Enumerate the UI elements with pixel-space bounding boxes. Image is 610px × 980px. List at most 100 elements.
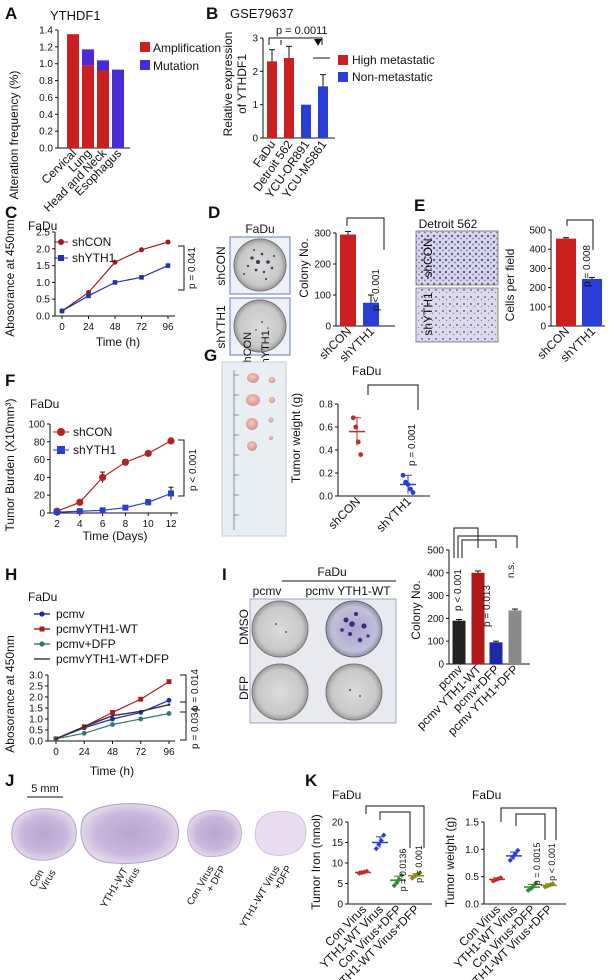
panel-f-point [54, 509, 60, 516]
panel-b: GSE79637 Relative expression of YTHDF1 0… [221, 6, 435, 201]
panel-h-y-tick-label: 2.5 [29, 682, 43, 693]
panel-k2-y-tick-label: 0.5 [465, 872, 479, 883]
panel-h-y-tick-label: 1.0 [29, 715, 43, 726]
panel-k2-point [507, 857, 513, 863]
panel-d-title: FaDu [245, 222, 274, 236]
panel-c-point [112, 259, 118, 265]
panel-c-axes: 0.0 0.5 1.0 1.5 2.0 2.5 0 24 48 72 96 [36, 228, 175, 333]
panel-c-p-value: p = 0.041 [187, 247, 198, 289]
tissue-section-yth1-virus [80, 803, 180, 864]
panel-i-p-value-3: n.s. [506, 562, 517, 578]
panel-label-g: G [204, 346, 217, 365]
panel-i-p-value-2: p = 0.013 [482, 585, 493, 627]
panel-k1-p-value-2: p < 0.001 [414, 845, 424, 883]
panel-k1-bracket-1 [365, 805, 425, 848]
panel-a-y-tick-label: 0.2 [39, 127, 53, 138]
panel-f-point [99, 507, 106, 514]
panel-k1-y-tick-label: 15 [332, 838, 344, 849]
panel-c-bracket [178, 245, 185, 291]
colony-dish-shyth1 [233, 299, 287, 353]
panel-g-point [358, 452, 364, 457]
panel-f-point [99, 473, 107, 481]
panel-k2-y-tick-label: 0.0 [465, 900, 479, 911]
panel-h-y-tick-label: 0.0 [29, 737, 43, 748]
legend-amplification: Amplification [153, 41, 221, 55]
panel-label-j: J [5, 771, 14, 790]
panel-h-point [167, 703, 171, 706]
panel-k1-title: FaDu [332, 788, 361, 802]
panel-i-bar [508, 610, 522, 664]
panel-d-y-tick-label: 200 [314, 260, 331, 271]
bar-amplification [82, 65, 94, 148]
panel-e-y-tick-label: 200 [529, 283, 546, 294]
panel-f-x-tick-label: 4 [77, 519, 83, 530]
panel-i-row-dmso: DMSO [237, 609, 251, 645]
panel-i-bar [489, 642, 503, 664]
panel-g-point [355, 439, 361, 445]
panel-f-x-tick-label: 2 [54, 519, 60, 530]
panel-e-row-label-shcon: shCON [421, 238, 435, 277]
panel-i-ylabel: Colony No. [409, 580, 423, 639]
panel-e-bars [556, 237, 602, 326]
panel-k2-bracket-2 [515, 813, 546, 840]
panel-h-y-tick-label: 3.0 [29, 671, 43, 682]
panel-f-point [121, 458, 129, 466]
panel-h-point [138, 696, 144, 702]
panel-a-bars [67, 34, 124, 148]
panel-g-col-shyth1: shYTH1 [260, 330, 272, 370]
panel-f-y-tick-label: 80 [34, 437, 46, 448]
panel-j-label: YTH1-WT Virus [238, 864, 282, 930]
panel-label-d: D [208, 203, 220, 222]
panel-i-p-value-1: p < 0.001 [453, 569, 464, 611]
panel-k2-p-value-1: p = 0.0015 [532, 843, 542, 886]
panel-i-col-pcmv-yth1: pcmv YTH1-WT [305, 584, 391, 598]
panel-c-y-tick-label: 2.0 [36, 244, 50, 255]
invasion-image-shyth1 [415, 287, 499, 343]
panel-c-x-tick-label: 96 [162, 322, 174, 333]
panel-h-legend-marker [39, 611, 45, 617]
panel-h-y-tick-label: 2.0 [29, 693, 43, 704]
panel-h-point [81, 730, 87, 736]
panel-k2-point [545, 883, 551, 889]
panel-i-bar [471, 572, 485, 664]
bar-ycu-ms861 [318, 86, 328, 138]
panel-h-legend-marker [39, 641, 45, 647]
panel-g-y-tick-label: 0.0 [319, 492, 333, 503]
panel-h-p-value-2: p = 0.034 [190, 707, 201, 749]
panel-k2-ylabel: Tumor weight (g) [443, 817, 457, 907]
panel-f-lines [53, 437, 175, 516]
panel-f-p-value: p < 0.001 [188, 449, 199, 491]
panel-a-y-tick-label: 0.8 [39, 76, 53, 87]
panel-f-x-tick-label: 6 [100, 519, 106, 530]
panel-d-bar [363, 302, 379, 326]
panel-g-category-label: shYTH1 [374, 494, 415, 535]
panel-c-point [86, 293, 91, 299]
bar-mutation [112, 69, 124, 148]
panel-g-title: FaDu [352, 364, 381, 378]
panel-k1-y-tick-label: 0 [337, 900, 343, 911]
bar-mutation [82, 49, 94, 66]
colony-dish-yth1-dmso [325, 600, 383, 658]
panel-f-point [76, 508, 83, 515]
panel-label-b: B [206, 4, 218, 23]
panel-c-lines [59, 239, 171, 314]
tissue-section-con-virus-dfp [187, 810, 242, 857]
panel-b-p-value: p = 0.0011 [276, 25, 327, 37]
panel-i-y-tick-label: 500 [427, 546, 444, 557]
panel-c-x-tick-label: 0 [59, 322, 65, 333]
panel-e-y-tick-label: 500 [529, 226, 546, 237]
panel-i-y-tick-label: 300 [427, 591, 444, 602]
panel-h-legend-label: pcmvYTH1-WT+DFP [56, 652, 169, 666]
panel-c-x-tick-label: 72 [136, 322, 148, 333]
bar-amplification [67, 34, 79, 148]
tissue-section-con-virus [11, 808, 77, 861]
panel-c-series-line [61, 265, 169, 312]
panel-k1-point [378, 837, 384, 844]
legend-swatch-amplification [140, 42, 150, 52]
panel-a-y-tick-label: 1.2 [39, 42, 53, 53]
panel-a-y-tick-label: 1.4 [39, 26, 53, 37]
panel-k1-dots [355, 832, 424, 889]
panel-label-h: H [5, 565, 17, 584]
